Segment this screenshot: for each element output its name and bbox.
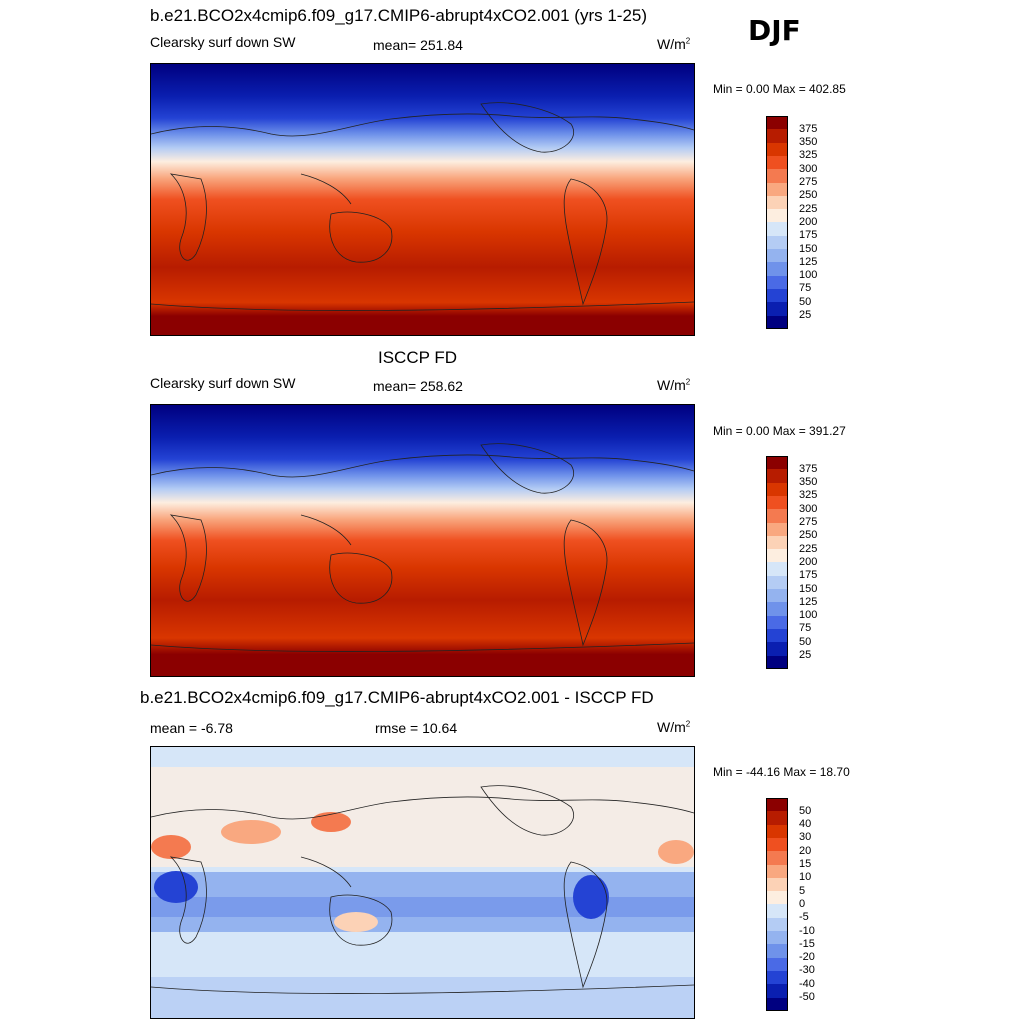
colorbar-label: 100 bbox=[799, 609, 818, 622]
colorbar-label: -20 bbox=[799, 951, 815, 964]
colorbar-label: 225 bbox=[799, 542, 818, 555]
colorbar-label: -30 bbox=[799, 964, 815, 977]
colorbar-label: 175 bbox=[799, 569, 818, 582]
colorbar-label: 25 bbox=[799, 309, 812, 321]
panel3-minmax: Min = -44.16 Max = 18.70 bbox=[713, 765, 850, 779]
colorbar-label: -50 bbox=[799, 991, 815, 1003]
panel3-title: b.e21.BCO2x4cmip6.f09_g17.CMIP6-abrupt4x… bbox=[140, 688, 654, 707]
colorbar-label: 5 bbox=[799, 884, 806, 897]
colorbar-label: -10 bbox=[799, 924, 815, 937]
panel3-rmse: rmse = 10.64 bbox=[375, 720, 458, 736]
panel1-mean: mean= 251.84 bbox=[373, 37, 463, 53]
colorbar-label: 20 bbox=[799, 844, 812, 857]
colorbar-label: 225 bbox=[799, 202, 818, 215]
colorbar-label: 275 bbox=[799, 176, 818, 188]
colorbar-label: 30 bbox=[799, 831, 812, 844]
colorbar-frame bbox=[766, 116, 788, 329]
colorbar-label: 175 bbox=[799, 229, 818, 242]
colorbar-label: 250 bbox=[799, 189, 818, 202]
panel1-minmax: Min = 0.00 Max = 402.85 bbox=[713, 82, 846, 96]
panel1-title: b.e21.BCO2x4cmip6.f09_g17.CMIP6-abrupt4x… bbox=[150, 6, 648, 25]
colorbar-label: 325 bbox=[799, 489, 818, 502]
panel2-field-label: Clearsky surf down SW bbox=[150, 375, 296, 391]
colorbar-label: -5 bbox=[799, 911, 809, 924]
colorbar-label: 300 bbox=[799, 502, 818, 515]
colorbar-label: 275 bbox=[799, 516, 818, 528]
colorbar-label: 250 bbox=[799, 529, 818, 542]
colorbar-label: 200 bbox=[799, 555, 818, 568]
colorbar-label: 125 bbox=[799, 255, 818, 268]
colorbar-frame bbox=[766, 456, 788, 669]
colorbar-label: 15 bbox=[799, 858, 812, 870]
panel3-map bbox=[150, 746, 695, 1019]
colorbar-label: 25 bbox=[799, 649, 812, 661]
colorbar-label: 350 bbox=[799, 136, 818, 149]
colorbar-label: 0 bbox=[799, 897, 806, 910]
colorbar-label: 125 bbox=[799, 595, 818, 608]
colorbar-label: 75 bbox=[799, 622, 812, 635]
panel2-units: W/m2 bbox=[657, 377, 691, 393]
colorbar-label: 375 bbox=[799, 122, 818, 135]
colorbar-label: 300 bbox=[799, 162, 818, 175]
colorbar-label: 200 bbox=[799, 215, 818, 228]
colorbar-label: 100 bbox=[799, 269, 818, 282]
colorbar-label: 150 bbox=[799, 582, 818, 595]
colorbar-label: 75 bbox=[799, 282, 812, 295]
colorbar-label: 40 bbox=[799, 818, 812, 831]
colorbar-label: 375 bbox=[799, 462, 818, 475]
panel2-minmax: Min = 0.00 Max = 391.27 bbox=[713, 424, 846, 438]
panel2-title: ISCCP FD bbox=[378, 348, 458, 367]
panel1-field-label: Clearsky surf down SW bbox=[150, 34, 296, 50]
colorbar-label: 10 bbox=[799, 871, 812, 884]
colorbar-label: -40 bbox=[799, 977, 815, 990]
panel3-units: W/m2 bbox=[657, 719, 691, 735]
season-label: DJF bbox=[748, 14, 801, 47]
colorbar-label: 50 bbox=[799, 635, 812, 648]
colorbar-label: 50 bbox=[799, 804, 812, 817]
panel2-map bbox=[150, 404, 695, 677]
colorbar-label: 150 bbox=[799, 242, 818, 255]
colorbar-frame bbox=[766, 798, 788, 1011]
colorbar-label: 350 bbox=[799, 476, 818, 489]
panel3-mean: mean = -6.78 bbox=[150, 720, 233, 736]
colorbar-label: 325 bbox=[799, 149, 818, 162]
colorbar-label: -15 bbox=[799, 937, 815, 950]
colorbar-label: 50 bbox=[799, 295, 812, 308]
panel2-mean: mean= 258.62 bbox=[373, 378, 463, 394]
panel1-units: W/m2 bbox=[657, 36, 691, 52]
panel1-map bbox=[150, 63, 695, 336]
